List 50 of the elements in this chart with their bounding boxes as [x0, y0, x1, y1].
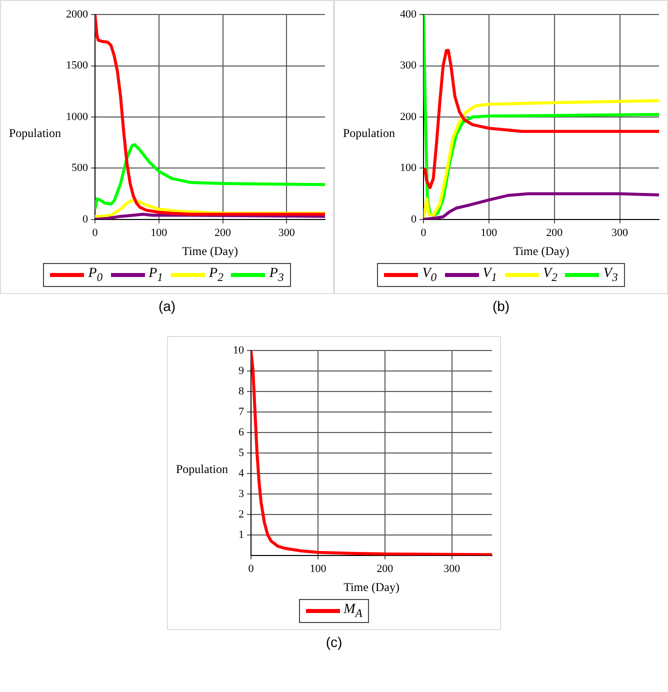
y-tick-label: 300	[400, 60, 417, 72]
x-axis-title: Time (Day)	[344, 580, 400, 594]
y-tick-label: 1000	[66, 110, 88, 123]
y-tick-label: 1	[238, 528, 244, 541]
x-tick-label: 100	[150, 226, 168, 239]
x-axis-title: Time (Day)	[182, 244, 238, 258]
legend-label: V$_{0}$	[422, 266, 437, 284]
y-tick-label: 0	[82, 213, 88, 226]
y-tick-label: 8	[238, 385, 244, 398]
x-axis-title: Time (Day)	[513, 244, 570, 258]
text: (b)	[491, 298, 511, 314]
y-tick-label: 7	[238, 406, 244, 418]
legend-label: P$_{3}$	[269, 266, 284, 284]
y-axis-title: Population	[8, 126, 62, 140]
y-tick-label: 2000	[66, 8, 88, 20]
y-tick-label: 10	[233, 344, 244, 356]
y-tick-label: 1500	[66, 60, 88, 72]
legend-label: M$_{A}$	[344, 602, 362, 620]
y-tick-label: 400	[400, 8, 417, 20]
y-tick-label: 9	[238, 364, 244, 377]
x-tick-label: 200	[376, 562, 394, 575]
legend-label: P$_{1}$	[148, 266, 163, 284]
text: (c)	[324, 634, 344, 650]
legend-label: V$_{3}$	[603, 266, 618, 284]
x-tick-label: 300	[612, 226, 628, 239]
legend-label: V$_{1}$	[482, 266, 497, 284]
y-tick-label: 3	[238, 488, 244, 500]
x-tick-label: 100	[480, 226, 498, 239]
y-axis-title: Population	[174, 462, 229, 476]
legend-label: P$_{0}$	[88, 266, 103, 284]
x-tick-label: 100	[310, 562, 327, 575]
x-tick-label: 0	[248, 562, 254, 575]
y-tick-label: 500	[72, 162, 88, 174]
x-tick-label: 300	[278, 226, 296, 239]
y-tick-label: 200	[400, 110, 417, 123]
x-tick-label: 0	[92, 226, 98, 239]
y-axis-title: Population	[342, 126, 396, 140]
legend-label: V$_{2}$	[543, 266, 558, 284]
text: (a)	[157, 298, 177, 314]
legend-label: P$_{2}$	[209, 266, 224, 284]
y-tick-label: 100	[400, 162, 417, 174]
x-tick-label: 300	[444, 562, 461, 575]
y-tick-label: 6	[238, 426, 244, 438]
x-tick-label: 200	[546, 226, 564, 239]
x-tick-label: 200	[214, 226, 232, 239]
y-tick-label: 2	[238, 508, 244, 520]
x-tick-label: 0	[420, 226, 427, 239]
y-tick-label: 4	[238, 467, 244, 480]
y-tick-label: 0	[411, 213, 417, 226]
y-tick-label: 5	[238, 446, 244, 459]
